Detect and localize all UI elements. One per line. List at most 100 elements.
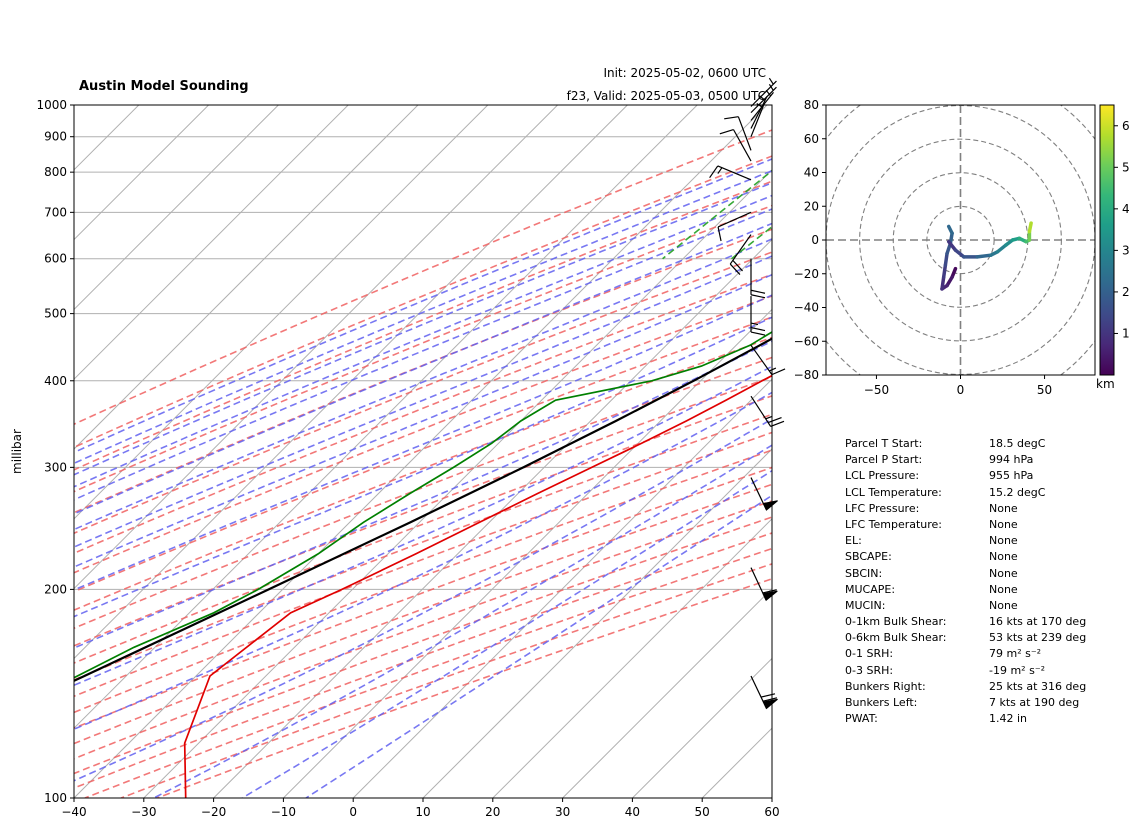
parameter-label: LCL Temperature: [845,485,942,499]
hodograph-segment [943,251,949,268]
parameter-row: 0-1km Bulk Shear: 16 kts at 170 deg [845,615,1105,631]
parameter-row: 0-1 SRH: 79 m² s⁻² [845,647,1105,663]
wind-barb-flag [729,263,741,275]
parameter-label: 0-1km Bulk Shear: [845,615,947,629]
wind-barb [709,165,752,181]
moist-adiabat-line [74,182,772,476]
moist-adiabat-line [241,469,772,798]
wind-barb-staff [717,211,752,228]
wind-barb-flag [750,289,766,294]
parameter-row: Bunkers Left: 7 kts at 190 deg [845,696,1105,712]
parameter-row: LFC Pressure: None [845,502,1105,518]
parameter-value: 53 kts at 239 deg [989,631,1087,645]
hodograph-x-tick-label: −50 [864,383,889,397]
moist-adiabat-line [153,444,772,798]
wind-barb-flag [760,693,776,698]
chart-title: Austin Model Sounding [79,79,249,94]
moist-adiabat-line [74,273,772,568]
pressure-tick-label: 500 [44,307,67,321]
hodograph-y-tick-label: −20 [794,267,819,281]
isotherm-line [143,169,772,798]
pressure-tick-label: 700 [44,205,67,219]
parameter-row: 0-3 SRH: -19 m² s⁻² [845,664,1105,680]
parameter-label: LFC Pressure: [845,501,920,515]
wind-barb-staff [750,80,777,107]
moist-adiabat-line [74,316,772,618]
wind-barb-flag [750,331,766,336]
parameter-value: 994 hPa [989,453,1034,467]
dry-adiabat-line [74,500,772,760]
dry-adiabat-line [74,336,772,612]
parameter-value: 18.5 degC [989,437,1046,450]
hodograph-y-tick-label: 0 [811,233,819,247]
init-time: Init: 2025-05-02, 0600 UTC [603,66,766,80]
wind-barb [719,129,752,162]
hodograph-segment [946,239,958,252]
dry-adiabat-line [74,483,772,745]
wind-barb-flag [771,368,786,376]
parameter-label: EL: [845,534,862,548]
parameter-row: LCL Pressure: 955 hPa [845,469,1105,485]
parameter-value: 16 kts at 170 deg [989,615,1087,629]
parameter-value: 15.2 degC [989,485,1046,499]
wind-barb-flag [724,116,739,120]
parameter-row: Parcel T Start: 18.5 degC [845,437,1105,453]
colorbar-tick-label: 6 [1122,119,1130,133]
isotherm-line [74,105,349,380]
parameter-value: None [989,566,1018,580]
pressure-tick-label: 900 [44,130,67,144]
parcel-profile-line [74,337,772,683]
wind-barb-staff [729,234,752,265]
wind-barb-staff [750,95,768,129]
wind-barb-half-flag [768,77,774,85]
dry-adiabat-line [74,431,772,698]
dry-adiabat-line [74,273,772,555]
temperature-tick-label: −30 [131,805,156,819]
parameter-row: MUCAPE: None [845,583,1105,599]
parameter-row: Bunkers Right: 25 kts at 316 deg [845,680,1105,696]
parameter-row: Parcel P Start: 994 hPa [845,453,1105,469]
wind-barb-pennant [762,590,778,602]
wind-barb-staff [717,165,752,181]
wind-barb [750,296,766,336]
parameter-value: 79 m² s⁻² [989,647,1042,661]
parameter-value: 25 kts at 316 deg [989,679,1087,693]
hodograph-segment [941,263,948,279]
parameter-value: 1.42 in [989,712,1028,726]
parameter-row: EL: None [845,534,1105,550]
temperature-tick-label: −10 [271,805,296,819]
hodograph-y-tick-label: −80 [794,368,819,382]
wind-barb-flag [719,129,734,135]
wind-barb-flag [750,326,766,332]
hodograph-y-tick-label: −40 [794,301,819,315]
isotherm-line [492,518,772,798]
parameter-value: None [989,598,1018,612]
isotherm-line [213,238,772,798]
hodograph-segment [953,248,966,259]
temperature-tick-label: −40 [61,805,86,819]
parameter-row: SBCAPE: None [845,550,1105,566]
temperature-tick-label: 30 [555,805,570,819]
colorbar-label: km [1096,377,1115,391]
moist-adiabat-line [74,391,772,731]
dry-adiabat-line [74,228,772,514]
pressure-axis: 100 200 300 400 500 600 700 800 900 1000 [36,98,74,805]
colorbar-tick-label: 1 [1122,326,1130,340]
parameter-row: SBCIN: None [845,567,1105,583]
dry-adiabat-line [74,180,772,471]
parameter-label: 0-3 SRH: [845,663,894,677]
parameter-value: None [989,517,1018,531]
temperature-axis: −40 −30 −20 −10 0 10 20 30 40 50 60 [61,798,780,819]
parameter-label: MUCAPE: [845,582,896,596]
parameter-value: -19 m² s⁻² [989,663,1046,677]
chart-time-info: Init: 2025-05-02, 0600 UTC f23, Valid: 2… [567,62,766,108]
parameter-value: 955 hPa [989,469,1034,483]
wind-barb [750,675,778,710]
dry-adiabat-line [74,516,772,775]
wind-barb [750,258,766,299]
isotherm-line [74,105,558,590]
parameter-row: MUCIN: None [845,599,1105,615]
sounding-parameters-table: Parcel T Start: 18.5 degC Parcel P Start: 9… [845,437,1105,728]
